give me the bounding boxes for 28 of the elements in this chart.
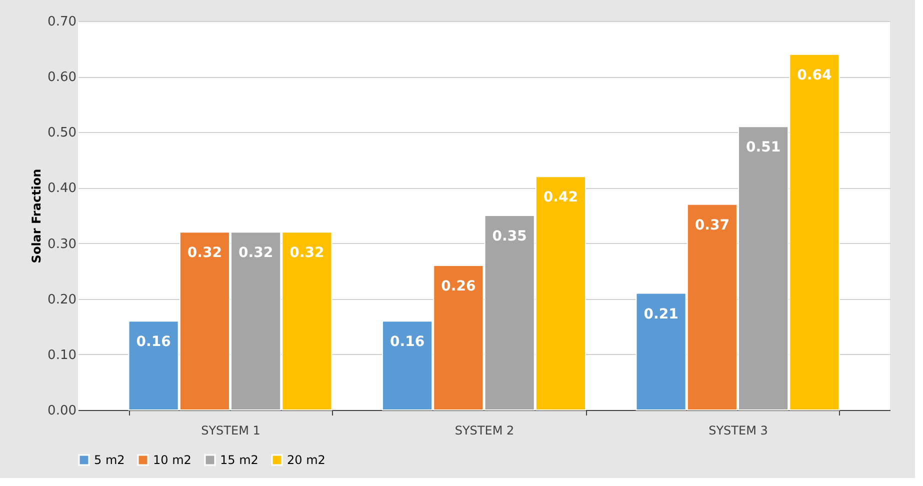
data-label: 0.37 (694, 217, 730, 234)
legend-label: 5 m2 (94, 453, 125, 467)
data-label: 0.32 (238, 245, 274, 262)
data-label: 0.16 (390, 334, 425, 350)
y-tick-label: 0.20 (48, 292, 76, 308)
y-tick-label: 0.10 (48, 348, 76, 363)
y-axis-title: Solar Fraction (30, 168, 44, 264)
y-tick-label: 0.30 (48, 236, 76, 252)
x-tick-label: SYSTEM 2 (454, 424, 514, 438)
y-tick-label: 0.40 (48, 181, 76, 196)
data-label: 0.64 (797, 67, 832, 84)
legend-label: 15 m2 (220, 453, 258, 467)
data-label: 0.35 (492, 228, 527, 244)
data-label: 0.42 (543, 190, 578, 206)
data-label: 0.32 (290, 245, 324, 262)
data-label: 0.16 (136, 334, 171, 350)
data-label: 0.26 (441, 278, 476, 295)
data-label: 0.32 (187, 245, 222, 262)
y-tick-label: 0.60 (48, 70, 76, 86)
y-tick-label: 0.50 (48, 126, 76, 141)
data-label: 0.51 (746, 140, 781, 156)
y-tick-label: 0.70 (48, 14, 76, 30)
x-tick-label: SYSTEM 1 (201, 424, 260, 438)
legend-label: 10 m2 (153, 453, 192, 467)
data-label: 0.21 (644, 306, 678, 322)
legend-label: 20 m2 (287, 453, 326, 467)
x-tick-label: SYSTEM 3 (708, 424, 768, 438)
y-tick-label: 0.00 (48, 404, 76, 418)
